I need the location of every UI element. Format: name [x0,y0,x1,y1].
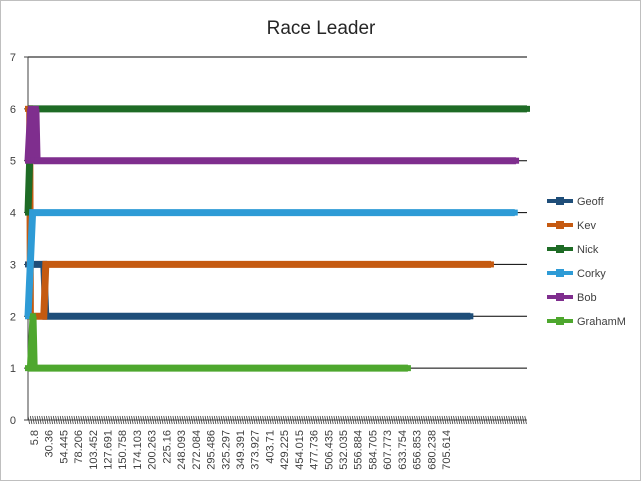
y-tick-label: 5 [10,156,16,168]
data-point-corky [25,313,31,320]
legend-marker [556,293,564,301]
data-point-bob [30,157,37,164]
x-tick-label: 584.705 [367,430,379,470]
series-line-grahamm [26,316,408,372]
x-tick-label: 174.103 [132,430,144,470]
x-tick-label: 200.263 [147,430,159,470]
y-tick-label: 6 [10,104,16,116]
y-tick-label: 2 [10,311,16,323]
data-point-grahamm [29,313,36,320]
series-line-bob [24,108,517,165]
data-point-bob [513,157,520,164]
data-point-bob [34,157,41,164]
legend-marker [556,245,564,253]
x-tick-label: 477.736 [309,430,321,470]
series-group [24,105,530,372]
y-tick-label: 4 [10,208,16,220]
data-point-grahamm [27,365,34,372]
data-point-kev [42,261,49,268]
data-point-bob [27,105,34,112]
legend-marker [556,317,564,325]
x-tick-label: 607.773 [382,430,394,470]
x-tick-label: 248.093 [176,430,188,470]
x-tick-label: 78.206 [73,430,85,464]
legend-label: Geoff [577,196,605,208]
x-tick-label: 454.015 [294,430,306,470]
legend-label: Kev [577,220,596,232]
y-tick-label: 3 [10,259,16,271]
x-tick-label: 54.445 [58,430,70,464]
legend-item-grahamm: GrahamM [547,316,626,328]
y-tick-label: 7 [10,52,16,64]
x-tick-label: 325.297 [220,430,232,470]
x-tick-label: 656.853 [412,430,424,470]
x-tick-label: 103.452 [88,430,100,470]
x-tick-label: 680.238 [426,430,438,470]
data-point-geoff [467,313,474,320]
y-tick-label: 1 [10,363,16,375]
data-point-bob [32,105,39,112]
data-point-corky [511,209,518,216]
x-tick-label: 403.71 [264,430,276,464]
legend-item-bob: Bob [547,292,597,304]
x-axis: 5.8 30.36 54.445 78.206 103.452 127.691 150.75… [27,415,527,470]
x-tick-label: 705.614 [441,430,453,470]
x-tick-label: 150.758 [117,430,129,470]
legend-label: Corky [577,268,606,280]
legend-label: Bob [577,292,597,304]
data-point-grahamm [404,365,411,372]
data-point-bob [25,157,31,164]
legend-marker [556,269,564,277]
data-point-nick [25,209,31,216]
x-tick-label: 225.16 [161,430,173,464]
x-tick-label: 30.36 [44,430,56,458]
legend-item-geoff: Geoff [547,196,605,208]
legend-item-corky: Corky [547,268,606,280]
x-tick-label: 532.035 [338,430,350,470]
x-tick-label: 127.691 [103,430,115,470]
legend-marker [556,197,564,205]
x-tick-label: 349.391 [235,430,247,470]
x-tick-label: 373.927 [250,430,262,470]
x-tick-label: 506.435 [323,430,335,470]
data-point-nick [524,105,530,112]
x-tick-label: 633.754 [397,430,409,470]
x-tick-label: 272.084 [191,430,203,470]
legend-marker [556,221,564,229]
legend-item-nick: Nick [547,244,599,256]
data-point-kev [487,261,494,268]
x-tick-marks [27,415,527,425]
x-tick-label: 429.225 [279,430,291,470]
x-tick-label: 556.884 [353,430,365,470]
legend-label: Nick [577,244,599,256]
legend-label: GrahamM [577,316,626,328]
y-tick-label: 0 [10,415,16,427]
legend-item-kev: Kev [547,220,596,232]
data-point-corky [29,209,36,216]
data-point-kev [40,313,47,320]
series-line-geoff [28,260,471,320]
x-tick-label: 5.8 [29,430,41,445]
data-point-grahamm [31,365,38,372]
x-tick-label: 295.486 [206,430,218,470]
legend: Geoff Kev Nick Corky Bob GrahamM [547,196,626,328]
chart-title: Race Leader [267,18,376,39]
